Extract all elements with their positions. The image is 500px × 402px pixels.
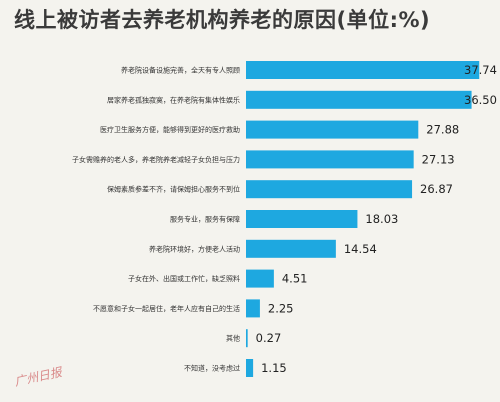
- value-label-2: 27.88: [426, 123, 459, 137]
- category-label-3: 子女需赡养的老人多，养老院养老减轻子女负担与压力: [72, 155, 240, 164]
- category-label-7: 子女在外、出国或工作忙，缺乏照料: [128, 274, 240, 283]
- bar-10: [246, 359, 254, 377]
- value-label-1: 36.50: [464, 93, 497, 107]
- category-label-6: 养老院环境好，方便老人活动: [149, 244, 240, 253]
- value-label-0: 37.74: [464, 63, 497, 77]
- value-label-5: 18.03: [365, 212, 398, 226]
- chart-title: 线上被访者去养老机构养老的原因(单位:%): [14, 8, 431, 32]
- bar-7: [246, 269, 274, 288]
- category-label-1: 居家养老孤独寂寞，在养老院有集体性娱乐: [107, 95, 240, 104]
- value-label-10: 1.15: [261, 361, 287, 375]
- category-label-8: 不愿意和子女一起居住，老年人应有自己的生活: [93, 304, 240, 313]
- bar-4: [246, 180, 413, 199]
- bar-8: [246, 299, 260, 318]
- bar-5: [246, 210, 358, 228]
- value-label-9: 0.27: [256, 331, 282, 345]
- category-label-2: 医疗卫生服务方便，能够得到更好的医疗救助: [100, 125, 240, 134]
- category-label-4: 保姆素质参差不齐，请保姆担心服务不到位: [107, 185, 240, 194]
- bar-1: [246, 90, 472, 109]
- value-label-6: 14.54: [344, 242, 377, 256]
- bar-6: [246, 239, 336, 258]
- value-label-7: 4.51: [282, 272, 308, 286]
- category-label-9: 其他: [226, 334, 240, 343]
- category-label-5: 服务专业，服务有保障: [170, 215, 240, 224]
- bar-3: [246, 150, 414, 169]
- value-label-4: 26.87: [420, 182, 453, 196]
- bar-0: [246, 61, 480, 79]
- value-label-8: 2.25: [268, 301, 294, 315]
- category-label-0: 养老院设备设施完善，全天有专人照顾: [121, 66, 240, 75]
- bar-9: [246, 329, 248, 348]
- category-label-10: 不知道，没考虑过: [184, 364, 240, 373]
- value-label-3: 27.13: [422, 152, 455, 166]
- bar-2: [246, 120, 419, 139]
